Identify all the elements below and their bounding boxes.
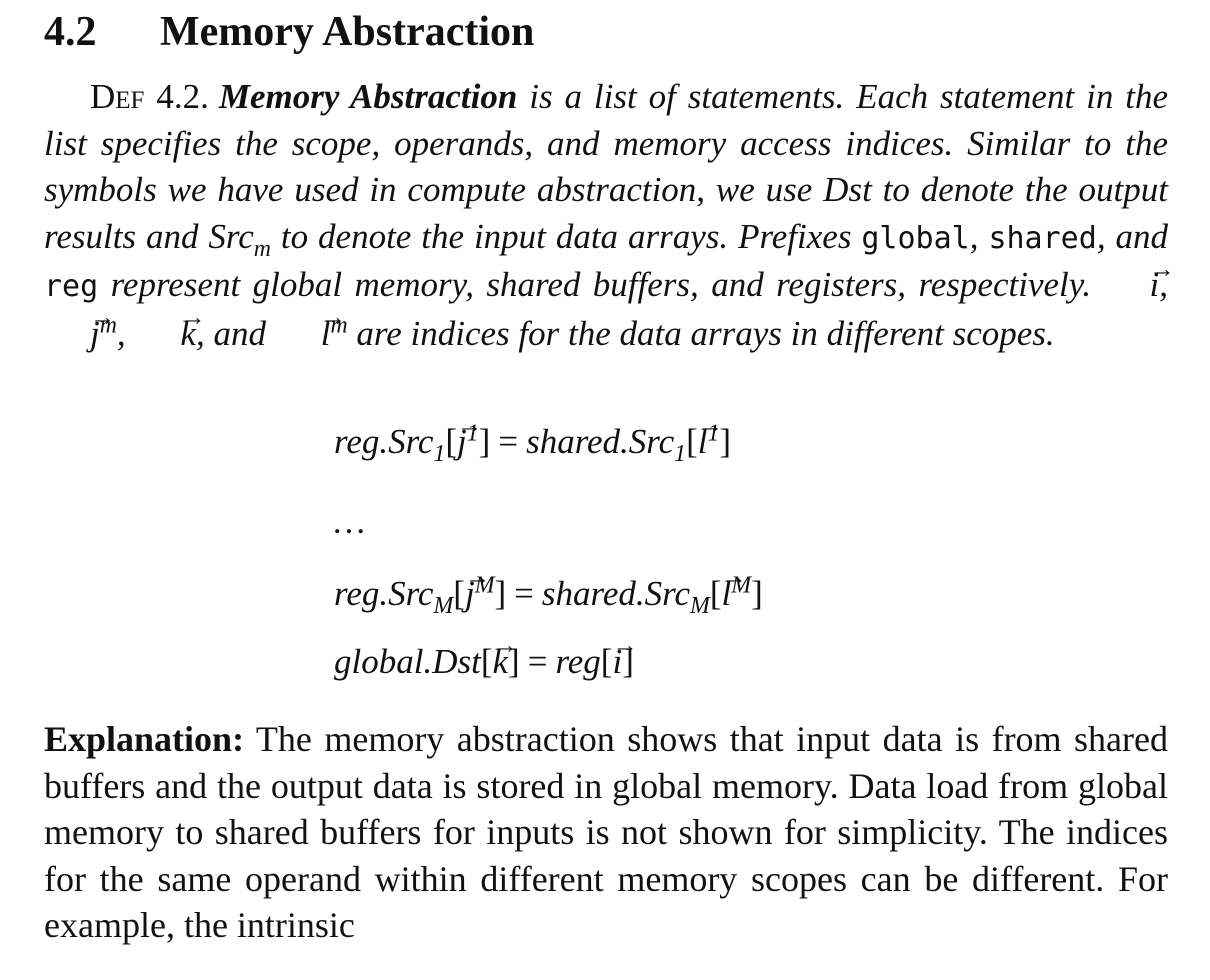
eq2-lhs-sub: M (433, 593, 454, 619)
eq3-lhs: global.Dst (334, 642, 481, 681)
index-j: j (90, 313, 100, 353)
eq1-rhs: shared.Src (526, 422, 675, 461)
equation-1: reg.Src1[j1]=shared.Src1[l1] (334, 404, 732, 467)
eq2-equals: = (514, 574, 534, 613)
eq2-rhs-sub: M (690, 593, 710, 619)
equation-3: global.Dst[k]=reg[i] (334, 624, 637, 684)
section-heading: 4.2 Memory Abstraction (44, 6, 1168, 58)
definition-paragraph: Def 4.2. Memory Abstraction is a list of … (44, 74, 1175, 358)
eq2-lhs-idx: j (464, 574, 475, 613)
index-k-vector: k (134, 295, 205, 358)
eq2-rhs-open-bracket: [ (709, 574, 722, 613)
definition-sep-5: , and (195, 313, 275, 353)
eq2-lhs: reg.Src (334, 574, 434, 613)
eq1-lhs: reg.Src (334, 422, 434, 461)
index-l: l (320, 313, 331, 353)
definition-text-1: is a list of statements. Each statement … (44, 77, 1168, 256)
eq2-rhs-sup: M (731, 572, 752, 599)
eq1-lhs-idx: j (457, 422, 467, 461)
eq1-lhs-sup: 1 (466, 420, 479, 447)
eq2-lhs-index: jM (464, 556, 495, 616)
explanation-body: The memory abstraction shows that input … (44, 719, 1168, 945)
eq1-rhs-index: l1 (697, 404, 723, 464)
eq2-rhs-index: lM (721, 556, 752, 616)
eq1-rhs-close-bracket: ] (719, 422, 732, 461)
index-l-vector: lm (275, 295, 348, 358)
index-i-vector: i (1104, 247, 1175, 309)
section-title: Memory Abstraction (160, 9, 535, 55)
eq2-rhs-idx: l (721, 574, 732, 613)
eq1-lhs-sub: 1 (433, 441, 446, 467)
equation-ellipsis: … (334, 502, 366, 541)
eq1-lhs-close-bracket: ] (478, 422, 491, 461)
eq2-rhs-close-bracket: ] (751, 574, 763, 613)
explanation-lead: Explanation: (44, 719, 245, 759)
eq1-rhs-sub: 1 (674, 441, 687, 467)
eq2-rhs: shared.Src (541, 574, 691, 613)
section-number: 4.2 (44, 9, 97, 55)
definition-sep-4: , (116, 313, 135, 353)
definition-sub-m: m (253, 235, 271, 262)
prefix-global: global (861, 220, 970, 256)
definition-sep-1: , (969, 216, 989, 256)
prefix-shared: shared (988, 220, 1097, 256)
equation-2: reg.SrcM[jM]=shared.SrcM[lM] (334, 556, 763, 619)
eq1-equals: = (498, 422, 519, 461)
definition-text-2: to denote the input data arrays. Prefixe… (270, 216, 862, 256)
eq2-lhs-open-bracket: [ (453, 574, 465, 613)
definition-text-4: are indices for the data arrays in diffe… (347, 313, 1055, 353)
definition-text-3: represent global memory, shared buffers,… (98, 265, 1104, 305)
eq1-lhs-index: j1 (457, 404, 482, 464)
index-j-sup: m (99, 312, 117, 339)
index-j-vector: jm (44, 295, 117, 358)
eq3-rhs: reg (555, 642, 601, 681)
eq1-rhs-open-bracket: [ (686, 422, 698, 461)
eq2-lhs-sup: M (474, 572, 495, 599)
eq3-equals: = (527, 642, 548, 681)
paper-page: 4.2 Memory Abstraction Def 4.2. Memory Abs… (44, 0, 1175, 358)
eq3-lhs-open-bracket: [ (480, 642, 493, 681)
eq3-rhs-index: i (612, 624, 637, 684)
eq3-lhs-index: k (492, 624, 516, 684)
explanation-paragraph: Explanation: The memory abstraction show… (44, 716, 1168, 949)
eq1-lhs-open-bracket: [ (445, 422, 458, 461)
eq3-rhs-open-bracket: [ (600, 642, 613, 681)
eq2-lhs-close-bracket: ] (494, 574, 507, 613)
eq1-rhs-idx: l (697, 422, 708, 461)
eq1-rhs-sup: 1 (707, 420, 720, 447)
index-l-sup: m (330, 312, 348, 339)
definition-number: 4.2. (156, 77, 209, 116)
definition-label: Def (90, 77, 145, 116)
definition-term: Memory Abstraction (218, 77, 518, 116)
